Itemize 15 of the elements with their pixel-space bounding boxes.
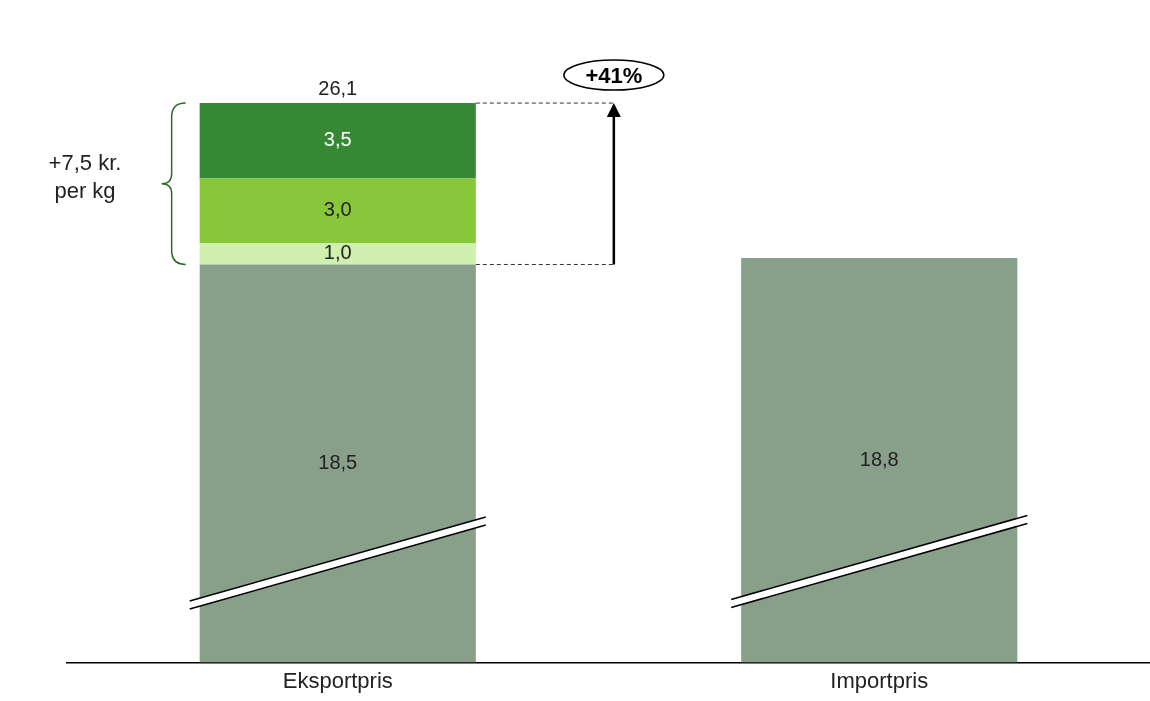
x-tick-label: Eksportpris <box>282 667 393 693</box>
text: +41% <box>585 63 643 89</box>
bar <box>199 103 476 179</box>
bar <box>199 264 476 663</box>
total-label: 26,1 <box>318 76 358 99</box>
data-label: 18,8 <box>859 447 899 470</box>
bar <box>199 178 476 243</box>
annotation: +7,5 kr. per kg <box>48 149 122 203</box>
data-label: 3,5 <box>323 128 352 151</box>
bar <box>741 258 1018 663</box>
data-label: 1,0 <box>323 241 352 264</box>
data-label: 18,5 <box>318 451 358 474</box>
bar <box>199 242 476 265</box>
x-tick-label: Importpris <box>830 667 929 693</box>
data-label: 3,0 <box>323 198 352 221</box>
